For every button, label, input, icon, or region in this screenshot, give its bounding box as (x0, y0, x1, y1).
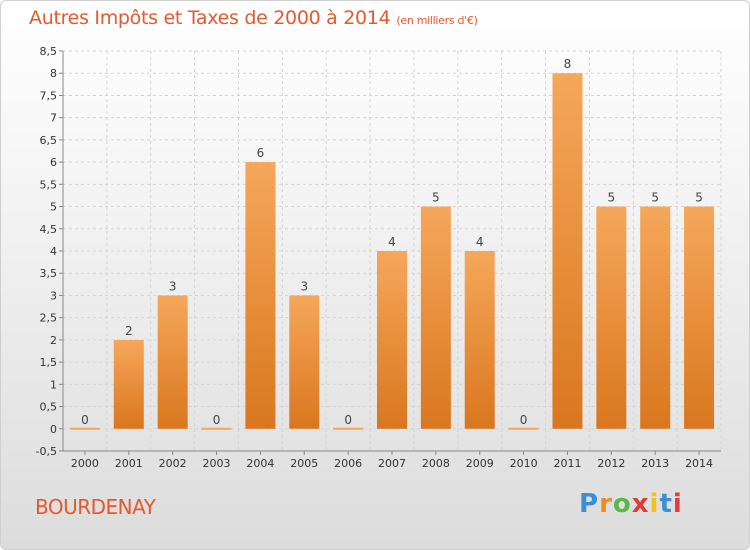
y-tick-label: 5 (50, 201, 57, 214)
x-tick-label: 2011 (553, 457, 581, 470)
y-tick-label: 8 (50, 67, 57, 80)
bar (552, 73, 583, 429)
y-tick-label: 5,5 (40, 178, 58, 191)
bar (508, 427, 539, 430)
y-tick-label: 1 (50, 378, 57, 391)
bar (596, 206, 627, 429)
x-tick-label: 2014 (685, 457, 713, 470)
y-tick-label: 0,5 (40, 401, 58, 414)
y-tick-label: 6,5 (40, 134, 58, 147)
proxiti-logo: Proxiti (579, 489, 683, 519)
bar (69, 427, 100, 430)
value-label: 0 (81, 413, 89, 427)
y-tick-label: 3,5 (40, 267, 58, 280)
commune-name: BOURDENAY (35, 495, 156, 519)
y-tick-label: 4,5 (40, 223, 58, 236)
bars (69, 73, 715, 430)
value-label: 6 (257, 146, 265, 160)
logo-letter: i (672, 489, 683, 519)
bar (201, 427, 232, 430)
x-tick-label: 2007 (378, 457, 406, 470)
x-tick-label: 2001 (115, 457, 143, 470)
x-tick-label: 2000 (71, 457, 99, 470)
x-tick-labels: 2000 2001 2002 2003 2004 2005 2006 2007 2008 2009… (71, 457, 713, 470)
value-label: 0 (344, 413, 352, 427)
logo-letter: t (659, 489, 673, 519)
logo-letter: r (599, 489, 613, 519)
bar (377, 251, 407, 429)
x-tick-label: 2012 (597, 457, 625, 470)
x-tick-label: 2002 (159, 457, 187, 470)
chart-title-text: Autres Impôts et Taxes de 2000 à 2014 (29, 7, 391, 29)
value-label: 3 (169, 279, 177, 293)
value-label: 5 (608, 191, 616, 205)
value-label: 4 (388, 235, 396, 249)
y-tick-label: 8,5 (40, 45, 58, 58)
logo-letter: x (631, 489, 650, 519)
chart-unit: (en milliers d'€) (396, 14, 478, 27)
bar (684, 206, 715, 429)
y-tick-label: 7,5 (40, 89, 58, 102)
bar (113, 339, 144, 429)
bar (245, 162, 276, 429)
y-tick-label: 1,5 (40, 356, 58, 369)
axes (59, 50, 721, 455)
x-tick-label: 2005 (290, 457, 318, 470)
x-tick-label: 2008 (422, 457, 450, 470)
value-label: 0 (520, 413, 528, 427)
value-label: 5 (651, 191, 659, 205)
value-label: 4 (476, 235, 484, 249)
value-label: 3 (300, 279, 308, 293)
bar (464, 251, 495, 429)
value-label: 5 (432, 191, 440, 205)
value-label: 5 (695, 191, 703, 205)
y-tick-label: 0 (50, 423, 57, 436)
y-tick-label: 2,5 (40, 312, 58, 325)
value-labels: 0 2 3 0 6 3 0 4 5 4 0 8 5 5 5 (81, 57, 703, 427)
x-tick-label: 2013 (641, 457, 669, 470)
y-tick-label: -0,5 (36, 445, 57, 458)
y-tick-label: 6 (50, 156, 57, 169)
x-tick-label: 2009 (466, 457, 494, 470)
logo-letter: P (579, 489, 600, 519)
x-tick-label: 2010 (510, 457, 538, 470)
value-label: 8 (564, 57, 572, 71)
x-tick-label: 2003 (203, 457, 231, 470)
value-label: 0 (213, 413, 221, 427)
logo-letter: i (649, 489, 660, 519)
bar (289, 295, 320, 429)
logo-letter: o (612, 489, 632, 519)
y-tick-label: 2 (50, 334, 57, 347)
bar (157, 295, 188, 429)
x-tick-label: 2006 (334, 457, 362, 470)
y-tick-label: 7 (50, 112, 57, 125)
bar (420, 206, 451, 429)
y-tick-label: 3 (50, 289, 57, 302)
y-tick-labels: -0,5 0 0,5 1 1,5 2 2,5 3 3,5 4 4,5 5 5,5 6 6,5 7 7,5 8 8,5 (36, 45, 57, 458)
bar (640, 206, 671, 429)
bar (333, 427, 364, 430)
value-label: 2 (125, 324, 133, 338)
x-tick-label: 2004 (246, 457, 274, 470)
y-tick-label: 4 (50, 245, 57, 258)
chart-title: Autres Impôts et Taxes de 2000 à 2014 (en… (29, 7, 478, 29)
